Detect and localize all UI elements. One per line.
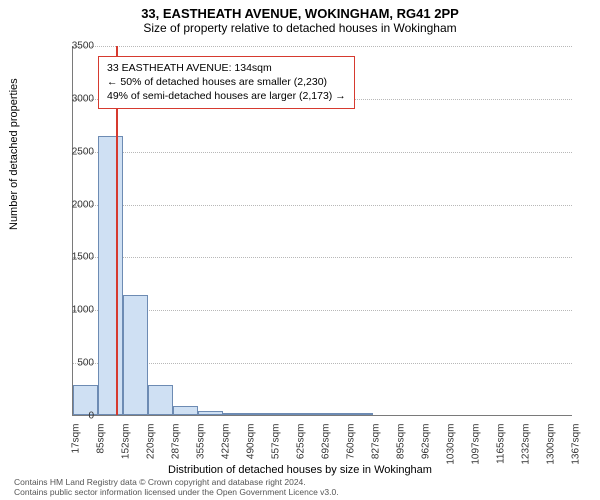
histogram-bar <box>323 413 348 415</box>
footer-line-2: Contains public sector information licen… <box>14 488 339 498</box>
y-axis-label: Number of detached properties <box>8 78 20 230</box>
x-tick-label: 895sqm <box>396 424 407 484</box>
annotation-line: ← 50% of detached houses are smaller (2,… <box>107 75 346 89</box>
y-tick-label: 2500 <box>44 146 94 157</box>
histogram-bar <box>248 413 273 415</box>
histogram-bar <box>273 413 298 415</box>
x-tick-label: 557sqm <box>271 424 282 484</box>
x-tick-label: 85sqm <box>96 424 107 484</box>
x-tick-label: 152sqm <box>121 424 132 484</box>
histogram-bar <box>298 413 323 415</box>
histogram-bar <box>223 413 248 415</box>
annotation-line: 33 EASTHEATH AVENUE: 134sqm <box>107 61 346 75</box>
x-tick-label: 625sqm <box>296 424 307 484</box>
x-tick-label: 422sqm <box>221 424 232 484</box>
y-tick-label: 3000 <box>44 93 94 104</box>
histogram-bar <box>148 385 173 415</box>
y-tick-label: 2000 <box>44 199 94 210</box>
gridline <box>73 257 572 258</box>
annotation-line: 49% of semi-detached houses are larger (… <box>107 89 346 103</box>
x-tick-label: 1367sqm <box>571 424 582 484</box>
y-tick-label: 1500 <box>44 252 94 263</box>
x-tick-label: 962sqm <box>421 424 432 484</box>
gridline <box>73 205 572 206</box>
x-tick-label: 1165sqm <box>496 424 507 484</box>
y-tick-label: 1000 <box>44 305 94 316</box>
page-subtitle: Size of property relative to detached ho… <box>0 21 600 35</box>
histogram-bar <box>98 136 123 415</box>
histogram-bar <box>198 411 223 415</box>
y-tick-label: 500 <box>44 358 94 369</box>
gridline <box>73 46 572 47</box>
x-tick-label: 17sqm <box>71 424 82 484</box>
annotation-box: 33 EASTHEATH AVENUE: 134sqm← 50% of deta… <box>98 56 355 109</box>
x-tick-label: 1232sqm <box>521 424 532 484</box>
x-tick-label: 760sqm <box>346 424 357 484</box>
y-tick-label: 3500 <box>44 41 94 52</box>
histogram-bar <box>123 295 148 416</box>
x-tick-label: 220sqm <box>146 424 157 484</box>
x-tick-label: 1030sqm <box>446 424 457 484</box>
x-tick-label: 287sqm <box>171 424 182 484</box>
x-tick-label: 827sqm <box>371 424 382 484</box>
x-tick-label: 1300sqm <box>546 424 557 484</box>
x-tick-label: 692sqm <box>321 424 332 484</box>
histogram-bar <box>173 406 198 415</box>
histogram-bar <box>348 413 373 415</box>
y-tick-label: 0 <box>44 411 94 422</box>
x-tick-label: 1097sqm <box>471 424 482 484</box>
x-tick-label: 490sqm <box>246 424 257 484</box>
x-tick-label: 355sqm <box>196 424 207 484</box>
page-title: 33, EASTHEATH AVENUE, WOKINGHAM, RG41 2P… <box>0 6 600 21</box>
gridline <box>73 152 572 153</box>
